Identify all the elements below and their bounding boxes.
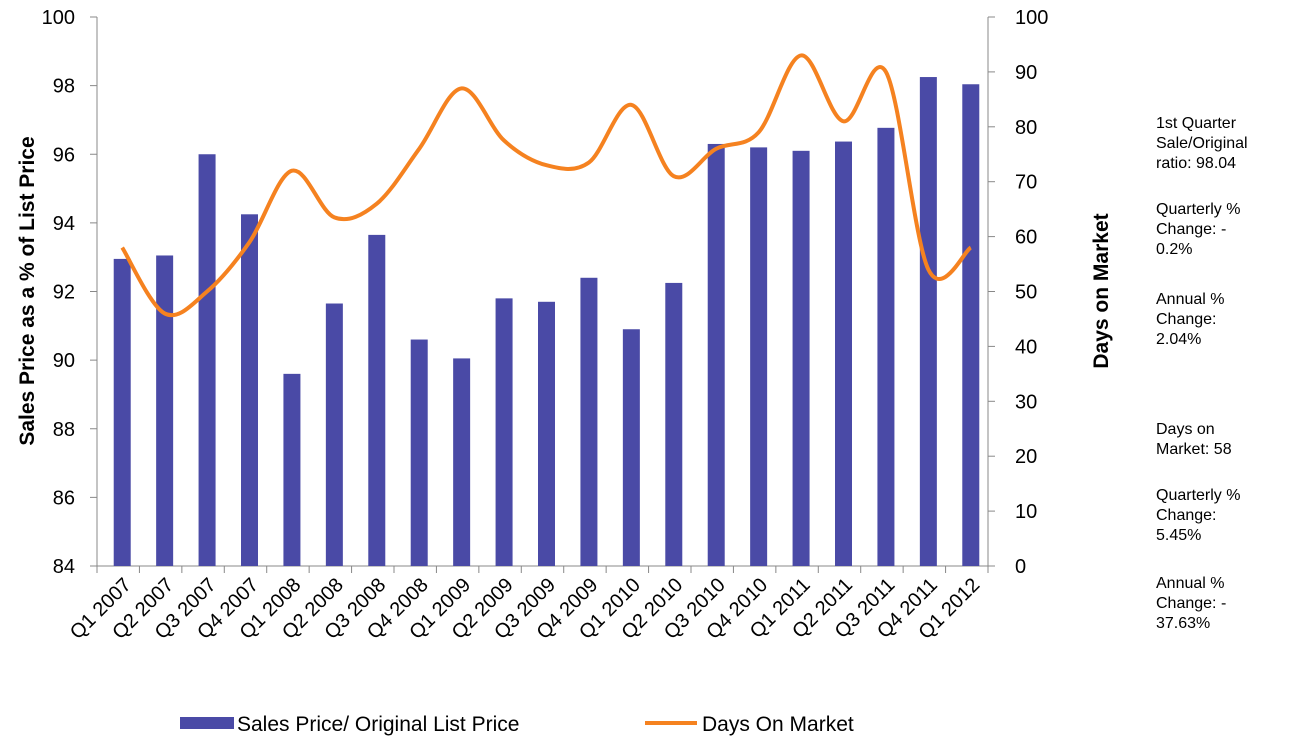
bar xyxy=(750,147,768,566)
bar xyxy=(877,127,895,566)
y2-tick-label: 60 xyxy=(1015,227,1037,249)
bar xyxy=(622,329,640,566)
y2-tick-label: 100 xyxy=(1015,7,1048,29)
annotation: Change: - xyxy=(1156,221,1226,238)
bar xyxy=(665,282,683,566)
y-tick-label: 92 xyxy=(53,282,75,304)
y2-tick-label: 20 xyxy=(1015,446,1037,468)
y2-tick-label: 10 xyxy=(1015,501,1037,523)
y2-axis-title: Days on Market xyxy=(1090,213,1113,368)
y-tick-label: 90 xyxy=(53,350,75,372)
legend-label: Sales Price/ Original List Price xyxy=(237,713,519,736)
y-tick-label: 96 xyxy=(53,144,75,166)
bar xyxy=(241,214,258,566)
bar xyxy=(538,301,555,566)
y-tick-label: 84 xyxy=(53,556,75,578)
y2-tick-label: 70 xyxy=(1015,172,1037,194)
annotation: Days on xyxy=(1156,421,1215,438)
annotation: 2.04% xyxy=(1156,331,1201,348)
bar xyxy=(792,150,810,566)
bar xyxy=(453,358,471,566)
bar xyxy=(580,277,598,566)
annotation: Sale/Original xyxy=(1156,135,1248,152)
y2-tick-label: 80 xyxy=(1015,117,1037,139)
y-tick-label: 88 xyxy=(53,419,75,441)
bar xyxy=(495,298,513,566)
bar xyxy=(156,255,174,567)
annotation: Change: xyxy=(1156,507,1217,524)
legend-swatch xyxy=(180,717,234,729)
bar xyxy=(198,154,216,566)
bar xyxy=(368,234,386,566)
y-tick-label: 94 xyxy=(53,213,75,235)
y-axis-title: Sales Price as a % of List Price xyxy=(16,136,39,445)
bar xyxy=(325,303,343,566)
y2-tick-label: 40 xyxy=(1015,336,1037,358)
y2-tick-label: 0 xyxy=(1015,556,1026,578)
annotation: 1st Quarter xyxy=(1156,115,1237,132)
bar xyxy=(835,141,852,566)
y2-tick-label: 90 xyxy=(1015,62,1037,84)
y-tick-label: 86 xyxy=(53,487,75,509)
y-tick-label: 100 xyxy=(42,7,75,29)
annotation: ratio: 98.04 xyxy=(1156,155,1236,172)
y2-tick-label: 50 xyxy=(1015,282,1037,304)
bar xyxy=(113,258,131,566)
bar xyxy=(283,373,301,566)
annotation: 5.45% xyxy=(1156,527,1201,544)
bar xyxy=(707,143,725,567)
y2-tick-label: 30 xyxy=(1015,391,1037,413)
annotation: Change: xyxy=(1156,311,1217,328)
line xyxy=(120,53,973,318)
annotation: Annual % xyxy=(1156,291,1225,308)
annotation: Market: 58 xyxy=(1156,441,1232,458)
y-tick-label: 98 xyxy=(53,76,75,98)
annotation: Change: - xyxy=(1156,595,1226,612)
annotation: Quarterly % xyxy=(1156,487,1240,504)
bar xyxy=(962,84,980,566)
bar xyxy=(410,339,428,566)
annotation: 37.63% xyxy=(1156,615,1210,632)
annotation: 0.2% xyxy=(1156,241,1192,258)
annotation: Annual % xyxy=(1156,575,1225,592)
legend-label: Days On Market xyxy=(702,713,854,736)
bar xyxy=(919,77,937,566)
annotation: Quarterly % xyxy=(1156,201,1240,218)
